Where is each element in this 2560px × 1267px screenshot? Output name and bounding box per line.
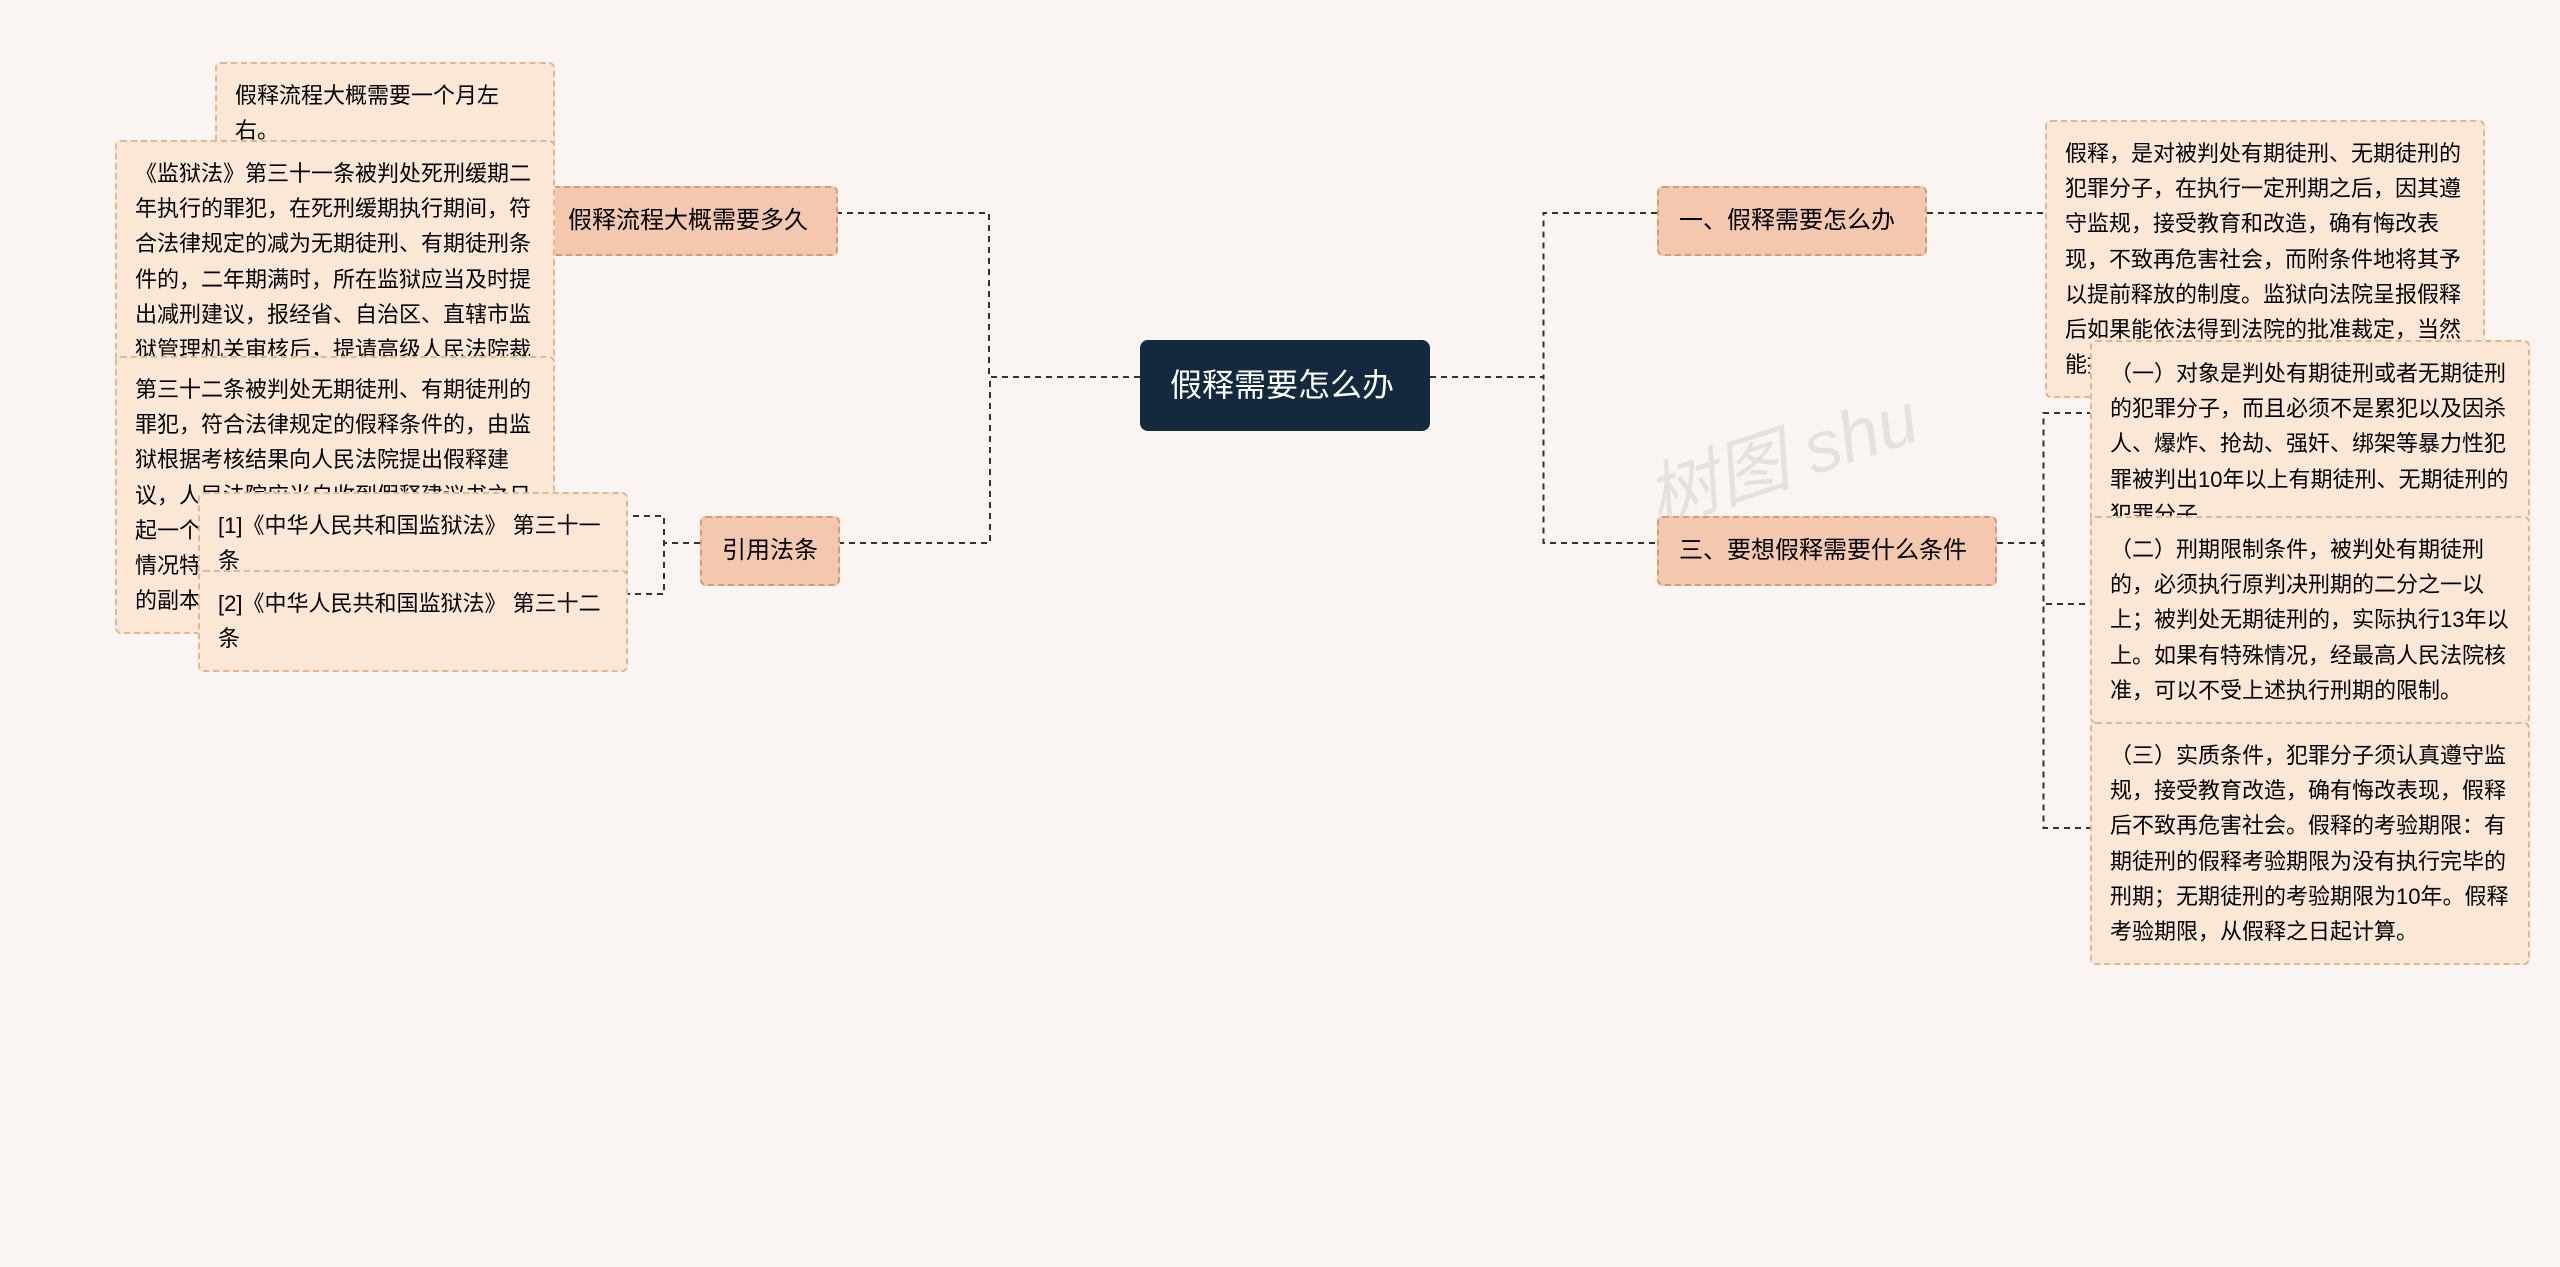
leaf-node: [2]《中华人民共和国监狱法》 第三十二条 [198,570,628,672]
branch-node-3: 三、要想假释需要什么条件 [1657,516,1997,586]
leaf-node: （三）实质条件，犯罪分子须认真遵守监规，接受教育改造，确有悔改表现，假释后不致再… [2090,722,2530,965]
center-node: 假释需要怎么办 [1140,340,1430,431]
branch-node-1: 一、假释需要怎么办 [1657,186,1927,256]
branch-node-4: 引用法条 [700,516,840,586]
leaf-node: （二）刑期限制条件，被判处有期徒刑的，必须执行原判决刑期的二分之一以上；被判处无… [2090,516,2530,724]
